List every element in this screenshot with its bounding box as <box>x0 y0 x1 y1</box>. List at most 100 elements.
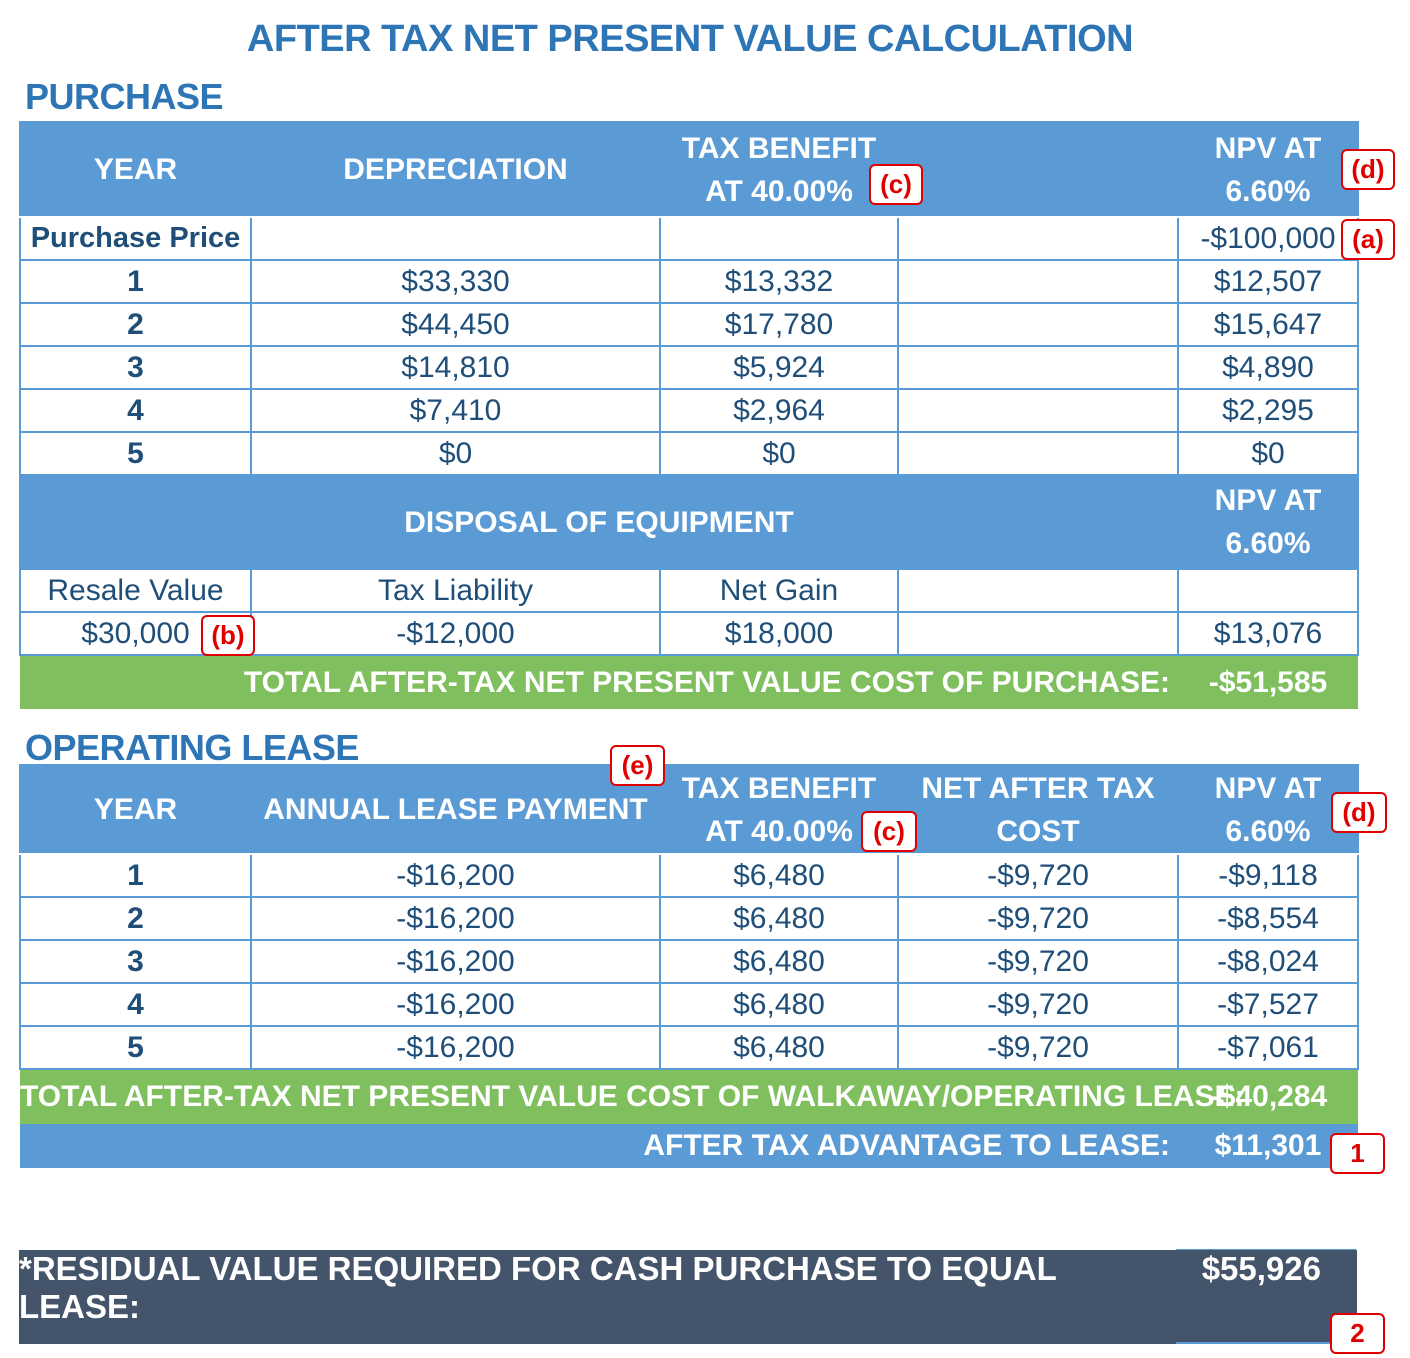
purchase-total-row: TOTAL AFTER-TAX NET PRESENT VALUE COST O… <box>20 655 1358 709</box>
cell-empty <box>897 302 1179 347</box>
cell-npv: -$7,527 <box>1177 982 1359 1027</box>
cell-year: 1 <box>19 259 252 304</box>
cell-depreciation: $14,810 <box>250 345 661 390</box>
table-row: 1 -$16,200 $6,480 -$9,720 -$9,118 <box>19 853 1359 898</box>
net-gain-label: Net Gain <box>659 568 899 613</box>
net-cost-header-line2: COST <box>996 814 1080 848</box>
cell-tax-benefit: $6,480 <box>659 896 899 941</box>
residual-bottom-rule <box>1176 1342 1356 1344</box>
tax-benefit-header-line2: AT 40.00% <box>705 174 853 208</box>
annotation-b-tag: (b) <box>201 615 255 656</box>
tax-benefit-header-line1: TAX BENEFIT <box>681 131 877 165</box>
cell-npv: $12,507 <box>1177 259 1359 304</box>
disposal-npv-value: $13,076 <box>1177 611 1359 656</box>
table-row: 3 -$16,200 $6,480 -$9,720 -$8,024 <box>19 939 1359 984</box>
table-row: 4 -$16,200 $6,480 -$9,720 -$7,527 <box>19 982 1359 1027</box>
col-tax-benefit-header: TAX BENEFIT AT 40.00% <box>659 121 899 218</box>
purchase-price-row: Purchase Price -$100,000 <box>19 216 1359 261</box>
cell-tax-benefit: $2,964 <box>659 388 899 433</box>
cell-payment: -$16,200 <box>250 982 661 1027</box>
cell-empty <box>1177 568 1359 613</box>
residual-label: *RESIDUAL VALUE REQUIRED FOR CASH PURCHA… <box>19 1250 1057 1325</box>
col-year-header: YEAR <box>19 764 252 855</box>
npv-header-line1: NPV AT <box>1214 771 1322 805</box>
annotation-a-tag: (a) <box>1341 219 1395 260</box>
lease-total-value: -$40,284 <box>1178 1069 1358 1124</box>
cell-net-cost: -$9,720 <box>897 982 1179 1027</box>
cell-year: 1 <box>19 853 252 898</box>
cell-tax-benefit: $5,924 <box>659 345 899 390</box>
npv-header-line2: 6.60% <box>1225 174 1311 208</box>
lease-total-label: TOTAL AFTER-TAX NET PRESENT VALUE COST O… <box>20 1069 1245 1124</box>
disposal-label-row: Resale Value Tax Liability Net Gain <box>19 568 1359 613</box>
cell-tax-benefit: $0 <box>659 431 899 476</box>
cell-tax-benefit: $6,480 <box>659 853 899 898</box>
annotation-2-tag: 2 <box>1330 1313 1385 1354</box>
cell-depreciation: $33,330 <box>250 259 661 304</box>
cell-year: 4 <box>19 982 252 1027</box>
cell-tax-benefit: $6,480 <box>659 939 899 984</box>
table-row: 5 -$16,200 $6,480 -$9,720 -$7,061 <box>19 1025 1359 1070</box>
cell-tax-benefit: $6,480 <box>659 982 899 1027</box>
cell-net-cost: -$9,720 <box>897 896 1179 941</box>
purchase-table: YEAR DEPRECIATION TAX BENEFIT AT 40.00% N… <box>19 121 1359 709</box>
cell-depreciation: $7,410 <box>250 388 661 433</box>
cell-tax-benefit: $13,332 <box>659 259 899 304</box>
purchase-total-label: TOTAL AFTER-TAX NET PRESENT VALUE COST O… <box>20 655 1178 709</box>
cell-empty <box>897 345 1179 390</box>
col-year-header: YEAR <box>19 121 252 218</box>
purchase-total-value: -$51,585 <box>1178 655 1358 709</box>
cell-year: 4 <box>19 388 252 433</box>
npv-header-line1: NPV AT <box>1214 131 1322 165</box>
lease-table: YEAR ANNUAL LEASE PAYMENT TAX BENEFIT AT … <box>19 764 1359 1168</box>
cell-year: 5 <box>19 431 252 476</box>
purchase-header-row: YEAR DEPRECIATION TAX BENEFIT AT 40.00% N… <box>19 121 1359 218</box>
tax-benefit-header-line2: AT 40.00% <box>705 814 853 848</box>
cell-payment: -$16,200 <box>250 1025 661 1070</box>
annotation-e-tag: (e) <box>610 745 665 786</box>
annotation-d-tag: (d) <box>1331 792 1387 833</box>
table-row: 2 $44,450 $17,780 $15,647 <box>19 302 1359 347</box>
cell-net-cost: -$9,720 <box>897 939 1179 984</box>
lease-header-row: YEAR ANNUAL LEASE PAYMENT TAX BENEFIT AT … <box>19 764 1359 855</box>
net-gain-value: $18,000 <box>659 611 899 656</box>
resale-value-label: Resale Value <box>19 568 252 613</box>
purchase-price-label: Purchase Price <box>19 216 252 261</box>
cell-year: 3 <box>19 345 252 390</box>
table-row: 1 $33,330 $13,332 $12,507 <box>19 259 1359 304</box>
lease-total-row: TOTAL AFTER-TAX NET PRESENT VALUE COST O… <box>20 1069 1358 1124</box>
cell-net-cost: -$9,720 <box>897 1025 1179 1070</box>
cell-empty <box>897 216 1179 261</box>
disposal-npv-line2: 6.60% <box>1225 527 1311 560</box>
disposal-header-row: DISPOSAL OF EQUIPMENT NPV AT 6.60% <box>19 474 1359 570</box>
lease-section-title: OPERATING LEASE <box>25 727 359 768</box>
col-npv-header: NPV AT 6.60% <box>1177 764 1359 855</box>
table-row: 2 -$16,200 $6,480 -$9,720 -$8,554 <box>19 896 1359 941</box>
residual-value-banner: *RESIDUAL VALUE REQUIRED FOR CASH PURCHA… <box>19 1250 1357 1344</box>
tax-liability-value: -$12,000 <box>250 611 661 656</box>
cell-empty <box>659 216 899 261</box>
table-row: 4 $7,410 $2,964 $2,295 <box>19 388 1359 433</box>
cell-net-cost: -$9,720 <box>897 853 1179 898</box>
cell-year: 2 <box>19 896 252 941</box>
cell-npv: $4,890 <box>1177 345 1359 390</box>
cell-empty <box>897 431 1179 476</box>
cell-npv: -$8,554 <box>1177 896 1359 941</box>
col-net-cost-header: NET AFTER TAX COST <box>897 764 1179 855</box>
page-title: AFTER TAX NET PRESENT VALUE CALCULATION <box>246 18 1134 60</box>
table-row: 5 $0 $0 $0 <box>19 431 1359 476</box>
cell-year: 2 <box>19 302 252 347</box>
annotation-1-tag: 1 <box>1330 1133 1385 1174</box>
cell-tax-benefit: $17,780 <box>659 302 899 347</box>
cell-npv: $15,647 <box>1177 302 1359 347</box>
tax-liability-label: Tax Liability <box>250 568 661 613</box>
cell-npv: $2,295 <box>1177 388 1359 433</box>
purchase-price-npv: -$100,000 <box>1177 216 1359 261</box>
cell-npv: -$9,118 <box>1177 853 1359 898</box>
cell-depreciation: $0 <box>250 431 661 476</box>
cell-npv: -$7,061 <box>1177 1025 1359 1070</box>
cell-depreciation: $44,450 <box>250 302 661 347</box>
cell-year: 3 <box>19 939 252 984</box>
cell-empty <box>250 216 661 261</box>
cell-empty <box>897 259 1179 304</box>
